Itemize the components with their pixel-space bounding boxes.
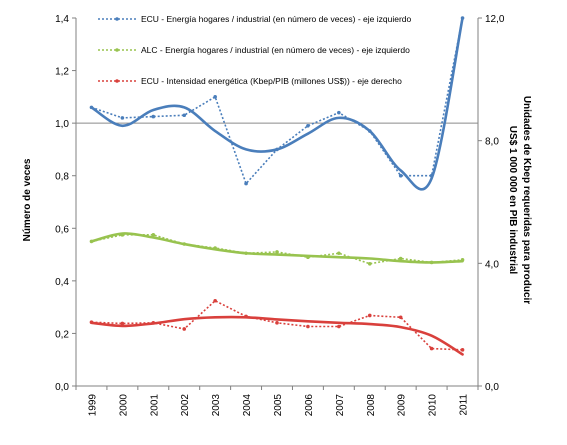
ecu-intensidad-point bbox=[460, 348, 465, 352]
ecu-hogares-point bbox=[367, 129, 372, 133]
y-left-tick-label: 0,4 bbox=[55, 277, 69, 288]
y-left-tick-label: 0,6 bbox=[55, 224, 69, 235]
ecu-hogares-point bbox=[182, 113, 187, 118]
ecu-intensidad-point bbox=[120, 321, 125, 326]
alc-hogares-point bbox=[367, 261, 372, 266]
alc-hogares-trend-line bbox=[90, 232, 464, 264]
y-axis-right-title-line2: US$ 1 000 000 en PIB industrial bbox=[507, 126, 518, 275]
ecu-intensidad-point bbox=[337, 324, 341, 329]
ecu-hogares-point bbox=[429, 173, 434, 178]
y-right-tick-label: 4,0 bbox=[485, 259, 499, 270]
ecu-hogares-point bbox=[398, 173, 403, 178]
y-right-tick-label: 8,0 bbox=[485, 137, 499, 148]
ecu-intensidad-point bbox=[244, 314, 248, 319]
y-right-tick-label: 0,0 bbox=[485, 382, 499, 393]
y-left-tick-label: 0,2 bbox=[55, 329, 69, 340]
x-tick-label: 2004 bbox=[242, 394, 253, 417]
alc-hogares-legend-marker bbox=[115, 48, 119, 52]
x-tick-label: 2008 bbox=[366, 394, 377, 417]
ecu-intensidad-point bbox=[429, 346, 434, 351]
alc-hogares-point bbox=[337, 251, 341, 256]
ecu-hogares-legend-marker bbox=[115, 17, 119, 21]
ecu-intensidad-point bbox=[367, 313, 372, 318]
ecu-intensidad-point bbox=[306, 324, 310, 329]
alc-hogares-legend-label: ALC - Energía hogares / industrial (en n… bbox=[141, 45, 410, 55]
alc-hogares-point bbox=[398, 256, 403, 261]
ecu-hogares-point bbox=[151, 114, 156, 119]
x-tick-label: 1999 bbox=[87, 394, 98, 417]
ecu-hogares-legend-label: ECU - Energía hogares / industrial (en n… bbox=[141, 14, 412, 24]
x-tick-label: 2001 bbox=[149, 394, 160, 417]
y-left-tick-label: 0,0 bbox=[55, 382, 69, 393]
ecu-intensidad-point bbox=[398, 315, 403, 320]
ecu-hogares-point bbox=[460, 16, 465, 20]
ecu-intensidad-point bbox=[182, 327, 187, 331]
y-left-tick-label: 1,0 bbox=[55, 119, 69, 130]
alc-hogares-point bbox=[306, 255, 310, 259]
y-axis-right-title-line1: Unidades de Kbep requeridas para produci… bbox=[521, 96, 532, 304]
ecu-intensidad-point bbox=[275, 321, 279, 325]
alc-hogares-point bbox=[120, 233, 125, 237]
alc-hogares-point bbox=[460, 258, 465, 262]
y-axis-left-title: Número de veces bbox=[22, 158, 33, 241]
y-right-tick-label: 12,0 bbox=[485, 14, 505, 25]
alc-hogares-point bbox=[244, 251, 248, 256]
alc-hogares-point bbox=[89, 239, 94, 244]
alc-hogares-data-line bbox=[91, 234, 463, 265]
ecu-intensidad-legend-label: ECU - Intensidad energética (Kbep/PIB (m… bbox=[141, 76, 402, 86]
ecu-intensidad-legend-marker bbox=[115, 79, 119, 83]
ecu-hogares-point bbox=[306, 123, 310, 128]
ecu-hogares-point bbox=[244, 181, 248, 186]
x-tick-label: 2007 bbox=[335, 394, 346, 417]
ecu-hogares-data-line bbox=[91, 17, 464, 186]
legend: ECU - Energía hogares / industrial (en n… bbox=[98, 14, 412, 86]
x-tick-label: 2006 bbox=[304, 394, 315, 417]
ecu-intensidad-point bbox=[151, 321, 156, 325]
x-tick-label: 2003 bbox=[211, 394, 222, 417]
ecu-intensidad-point bbox=[89, 320, 94, 325]
ecu-intensidad-point bbox=[213, 298, 217, 303]
alc-hogares-point bbox=[182, 242, 187, 246]
alc-hogares-point bbox=[429, 260, 434, 265]
x-tick-label: 2002 bbox=[180, 394, 191, 417]
axes-layer: 0,0 0,2 0,4 0,6 0,8 1,0 1,2 1,4 0,0 4,0 8,0 12,0 199… bbox=[55, 14, 505, 416]
x-tick-label: 2005 bbox=[273, 394, 284, 417]
ecu-hogares-point bbox=[213, 95, 217, 99]
ecu-hogares-point bbox=[120, 116, 125, 120]
ecu-hogares-trend-line bbox=[90, 16, 464, 191]
ecu-hogares-point bbox=[337, 110, 341, 115]
x-tick-label: 2011 bbox=[459, 394, 470, 416]
alc-hogares-point bbox=[213, 246, 217, 250]
ecu-hogares-point bbox=[275, 147, 279, 152]
y-left-tick-label: 1,4 bbox=[55, 14, 69, 25]
y-left-tick-label: 1,2 bbox=[55, 67, 69, 78]
series-layer bbox=[89, 16, 465, 356]
alc-hogares-point bbox=[151, 233, 156, 237]
ecu-hogares-point bbox=[89, 105, 94, 110]
y-left-tick-label: 0,8 bbox=[55, 172, 69, 183]
x-tick-label: 2009 bbox=[397, 394, 408, 417]
x-tick-label: 2010 bbox=[428, 394, 439, 417]
x-tick-label: 2000 bbox=[118, 394, 129, 417]
alc-hogares-point bbox=[275, 250, 279, 254]
